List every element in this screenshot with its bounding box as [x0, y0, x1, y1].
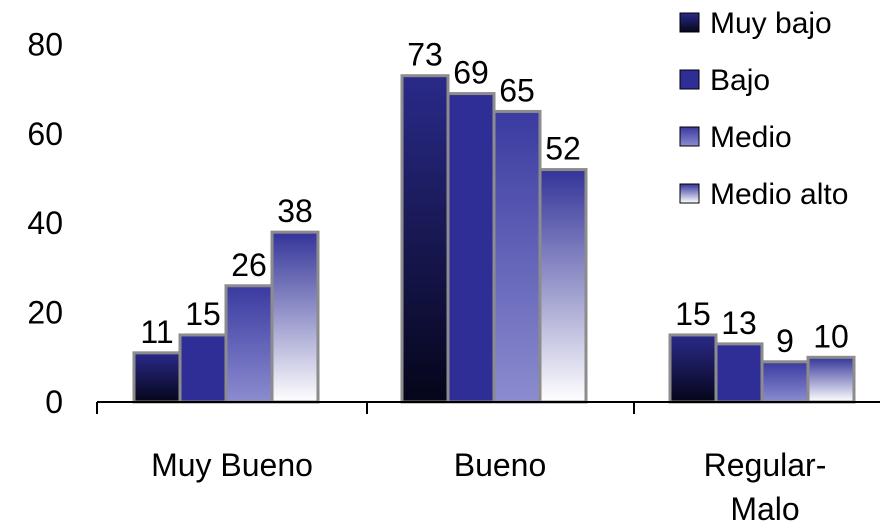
data-label: 38	[277, 193, 313, 229]
legend-label: Medio	[710, 121, 792, 154]
data-label: 15	[185, 296, 221, 332]
data-label: 11	[140, 314, 173, 350]
legend-label: Bajo	[710, 64, 770, 97]
bar-bajo-2	[714, 342, 764, 404]
data-label: 10	[813, 318, 849, 354]
data-label: 65	[499, 72, 535, 108]
bar-medio-1	[492, 109, 542, 404]
data-label: 15	[675, 296, 711, 332]
bar-medio-alto-2	[806, 355, 856, 404]
y-tick-label: 20	[27, 295, 63, 331]
bar-medio-alto-0	[270, 230, 320, 404]
category-label: Bueno	[454, 447, 547, 483]
y-tick-label: 40	[27, 205, 63, 241]
category-labels: Muy Bueno Bueno Regular-Malo	[151, 447, 826, 527]
x-axis	[96, 401, 880, 414]
legend-swatch	[679, 12, 700, 33]
bar-muy-bajo-0	[132, 351, 182, 404]
bar-bajo-1	[446, 92, 496, 404]
legend-swatch	[679, 69, 700, 90]
y-tick-label: 0	[45, 384, 63, 420]
bar-medio-0	[224, 284, 274, 404]
data-label: 69	[453, 55, 489, 91]
legend-label: Medio alto	[710, 178, 848, 211]
bar-medio-alto-1	[538, 168, 588, 404]
bars-group	[132, 74, 856, 404]
data-label: 13	[721, 305, 757, 341]
legend-label: Muy bajo	[710, 7, 832, 40]
legend-swatch	[679, 183, 700, 204]
legend: Muy bajo Bajo Medio Medio alto	[679, 7, 848, 211]
y-tick-label: 80	[27, 26, 63, 62]
bar-muy-bajo-1	[400, 74, 450, 404]
data-label: 52	[545, 131, 581, 167]
bar-medio-2	[760, 360, 810, 404]
data-label: 26	[231, 247, 267, 283]
data-label: 9	[776, 323, 794, 359]
bar-muy-bajo-2	[668, 333, 718, 404]
data-labels-group: 11 73 15 15 69 13 26 65 9 38 52 10	[140, 37, 848, 359]
legend-swatch	[679, 126, 700, 147]
y-tick-label: 60	[27, 116, 63, 152]
y-axis-tick-labels: 0 20 40 60 80	[27, 26, 63, 420]
category-label: Muy Bueno	[151, 447, 313, 483]
bar-bajo-0	[178, 333, 228, 404]
data-label: 73	[407, 37, 443, 73]
category-label: Regular-Malo	[704, 447, 827, 527]
